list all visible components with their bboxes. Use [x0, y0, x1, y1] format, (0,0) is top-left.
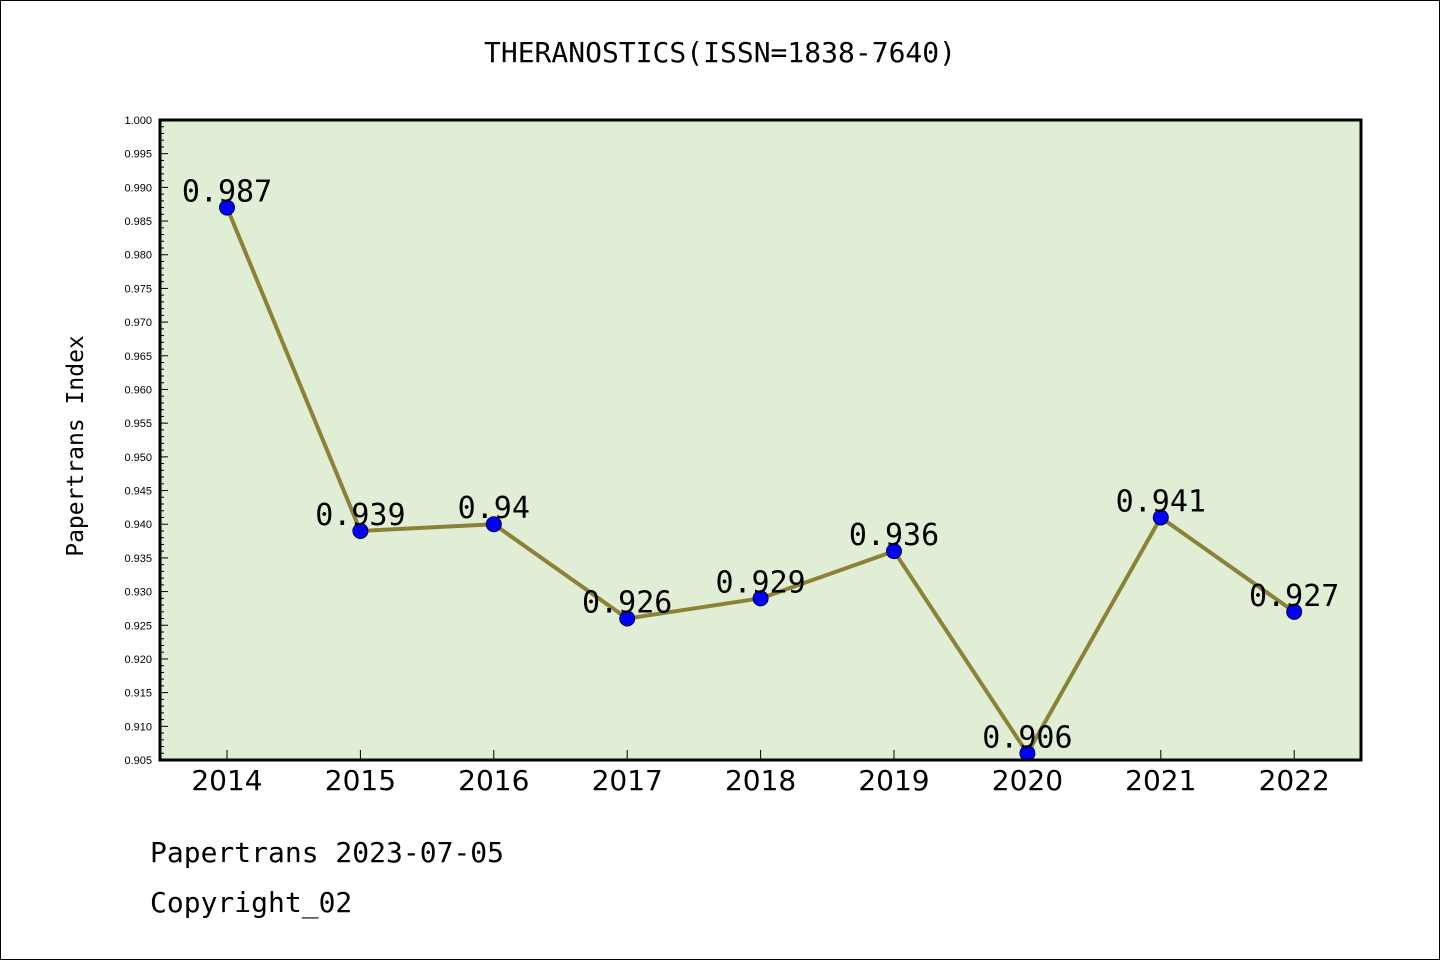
x-tick-label: 2020 — [992, 764, 1063, 797]
y-tick-label: 0.975 — [124, 283, 152, 295]
data-point-marker — [485, 516, 502, 533]
plot-area — [160, 120, 1361, 760]
y-tick-label: 0.995 — [124, 149, 152, 161]
data-label: 0.941 — [1116, 484, 1206, 519]
data-label: 0.94 — [458, 491, 530, 526]
y-tick-label: 0.985 — [124, 216, 152, 228]
y-tick-label: 0.960 — [124, 384, 152, 396]
x-tick-label: 2017 — [592, 764, 663, 797]
y-tick-label: 0.945 — [124, 486, 152, 498]
y-tick-label: 0.980 — [124, 250, 152, 262]
plot-border — [158, 118, 1363, 762]
x-tick-label: 2018 — [725, 764, 796, 797]
data-label: 0.939 — [315, 498, 405, 533]
data-point-marker — [886, 543, 902, 560]
x-tick-label: 2021 — [1125, 764, 1196, 797]
chart-title: THERANOSTICS(ISSN=1838-7640) — [483, 36, 956, 69]
y-axis-ticks: 0.905 0.910 0.915 0.920 0.925 0.930 0.935 0.940… — [124, 115, 168, 767]
x-tick-label: 2019 — [858, 764, 929, 797]
data-point-marker — [752, 590, 769, 607]
footer-date-line: Papertrans 2023-07-05 — [150, 836, 505, 869]
data-label: 0.927 — [1249, 579, 1339, 614]
x-tick-label: 2022 — [1259, 764, 1330, 797]
data-labels: 0.987 0.939 0.94 0.926 0.929 0.936 0.906 0.941 0… — [182, 175, 1340, 756]
footer-copyright: Copyright_02 — [150, 886, 353, 919]
data-point-marker — [352, 522, 369, 539]
x-axis-ticks: 2014 2015 2016 2017 2018 2019 2020 2021 2022 — [191, 750, 1330, 797]
y-tick-label: 0.925 — [124, 620, 152, 632]
x-tick-label: 2016 — [458, 764, 529, 797]
x-tick-label: 2015 — [325, 764, 396, 797]
data-markers — [219, 199, 1303, 762]
data-point-marker — [1286, 603, 1303, 620]
y-tick-label: 0.965 — [124, 351, 152, 363]
data-label: 0.929 — [715, 565, 805, 600]
y-tick-label: 0.935 — [124, 553, 152, 565]
y-tick-label: 0.955 — [124, 418, 152, 430]
y-tick-label: 0.940 — [124, 519, 152, 531]
y-tick-label: 0.990 — [124, 182, 152, 194]
y-tick-label: 0.905 — [124, 755, 152, 767]
data-point-marker — [219, 199, 235, 216]
y-tick-label: 0.930 — [124, 587, 152, 599]
data-point-marker — [1152, 509, 1169, 526]
data-label: 0.936 — [849, 518, 939, 553]
y-tick-label: 0.950 — [124, 452, 152, 464]
data-point-marker — [619, 610, 636, 627]
y-tick-label: 0.915 — [124, 688, 152, 700]
y-tick-label: 0.910 — [124, 721, 152, 733]
y-tick-label: 1.000 — [124, 115, 152, 127]
y-tick-label: 0.920 — [124, 654, 152, 666]
y-tick-label: 0.970 — [124, 317, 152, 329]
x-tick-label: 2014 — [191, 764, 262, 797]
data-label: 0.987 — [182, 175, 272, 210]
data-label: 0.926 — [582, 586, 672, 621]
data-label: 0.906 — [982, 720, 1072, 755]
